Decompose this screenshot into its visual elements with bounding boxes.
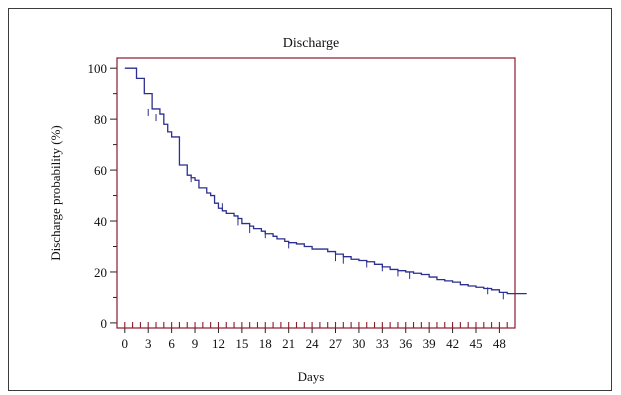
chart-svg: Discharge 0 3 6 9 12 15 18 21 24 27 30 33 36 39 42 45 48… xyxy=(48,36,527,384)
x-tick-label: 39 xyxy=(423,336,436,351)
y-tick-label: 60 xyxy=(94,163,107,178)
series-layer xyxy=(124,67,527,300)
x-tick-label: 36 xyxy=(399,336,413,351)
chart-frame: Discharge 0 3 6 9 12 15 18 21 24 27 30 33 36 39 42 45 48… xyxy=(8,8,612,391)
y-axis-label: Discharge probability (%) xyxy=(48,125,63,261)
survival-step-line xyxy=(124,67,527,295)
x-tick-label: 42 xyxy=(446,336,459,351)
x-tick-label: 6 xyxy=(168,336,175,351)
x-tick-label: 3 xyxy=(145,336,152,351)
x-tick-label: 0 xyxy=(122,336,129,351)
x-tick-label: 30 xyxy=(352,336,365,351)
x-axis-label: Days xyxy=(298,369,325,384)
x-tick-label: 27 xyxy=(329,336,343,351)
x-tick-label: 12 xyxy=(212,336,225,351)
y-tick-label: 0 xyxy=(101,316,108,331)
y-tick-label: 80 xyxy=(94,112,107,127)
x-axis-tick-labels: 0 3 6 9 12 15 18 21 24 27 30 33 36 39 42 45 48 xyxy=(122,336,506,351)
plot-area-border xyxy=(116,57,516,329)
y-tick-label: 20 xyxy=(94,265,107,280)
x-tick-label: 48 xyxy=(493,336,506,351)
chart-title: Discharge xyxy=(283,36,340,51)
x-tick-label: 33 xyxy=(376,336,389,351)
x-tick-label: 24 xyxy=(306,336,320,351)
y-axis-tick-labels: 0 20 40 60 80 100 xyxy=(88,61,108,331)
x-tick-label: 18 xyxy=(259,336,272,351)
x-tick-label: 9 xyxy=(192,336,199,351)
y-axis-ticks xyxy=(110,67,117,324)
x-tick-label: 15 xyxy=(235,336,248,351)
x-tick-label: 21 xyxy=(282,336,295,351)
y-tick-label: 40 xyxy=(94,214,107,229)
x-tick-label: 45 xyxy=(469,336,482,351)
y-tick-label: 100 xyxy=(88,61,108,76)
x-axis-ticks xyxy=(124,322,508,333)
